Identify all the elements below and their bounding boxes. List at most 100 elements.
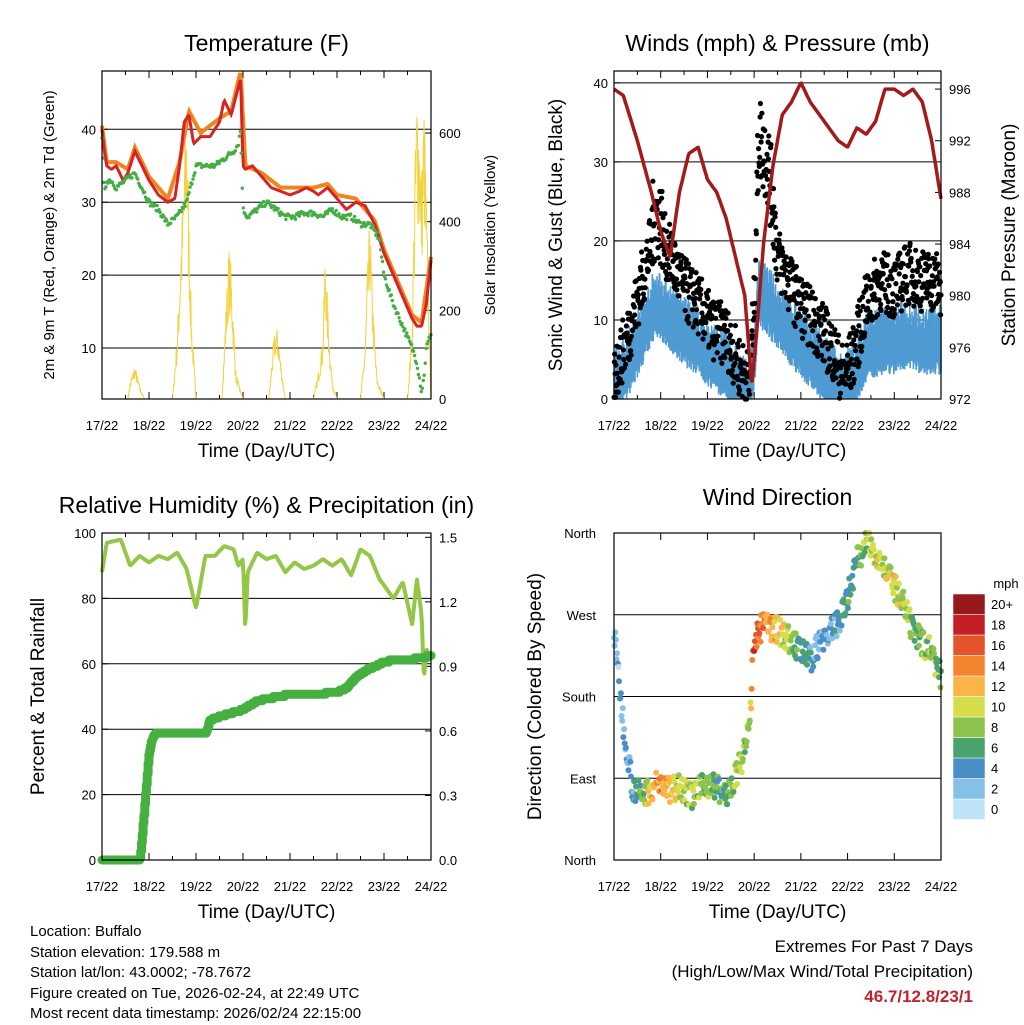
gust-point: [640, 291, 647, 297]
gust-point: [896, 271, 902, 277]
y-axis-label-right: Solar Insolation (Yellow): [482, 155, 499, 315]
gust-point: [628, 348, 634, 354]
gust-point: [703, 319, 709, 326]
legend-swatch: [952, 614, 986, 636]
gust-point: [831, 357, 838, 364]
gust-point: [851, 337, 857, 343]
direction-point: [899, 595, 906, 602]
gust-point: [647, 248, 653, 255]
dewpoint-point: [114, 188, 119, 192]
direction-point: [868, 536, 875, 543]
dewpoint-point: [349, 212, 353, 216]
direction-point: [741, 749, 748, 756]
dewpoint-point: [409, 343, 414, 347]
gust-point: [713, 315, 719, 321]
gust-point: [672, 242, 678, 248]
latlon-text: Station lat/lon: 43.0002; -78.7672: [30, 964, 252, 981]
x-tick-label: 20/22: [227, 879, 260, 894]
y-tick-label: South: [562, 690, 596, 705]
gust-point: [678, 259, 684, 265]
gust-point: [727, 347, 733, 353]
dewpoint-point: [136, 177, 140, 181]
direction-point: [844, 605, 851, 612]
gust-point: [725, 310, 731, 316]
direction-point: [702, 784, 709, 791]
gust-point: [807, 284, 813, 290]
direction-point: [870, 541, 877, 548]
gust-point: [716, 303, 723, 309]
gust-point: [824, 340, 830, 346]
gust-point: [806, 313, 812, 319]
dewpoint-point: [106, 181, 110, 185]
dewpoint-point: [325, 211, 330, 216]
gust-point: [751, 309, 757, 315]
direction-point: [690, 787, 697, 794]
chart-title: Temperature (F): [184, 30, 349, 56]
gust-point: [907, 240, 913, 246]
gust-point: [875, 312, 881, 318]
gust-point: [910, 268, 916, 274]
direction-point: [739, 756, 746, 762]
direction-point: [699, 771, 705, 778]
direction-point: [760, 625, 766, 632]
gust-point: [893, 281, 899, 287]
y-tick-label: 0: [601, 392, 608, 407]
gust-point: [859, 343, 865, 350]
gust-point: [659, 195, 665, 201]
x-tick-label: 22/22: [831, 418, 864, 433]
dewpoint-point: [158, 210, 162, 215]
x-tick-label: 24/22: [415, 879, 448, 894]
gust-point: [768, 142, 774, 148]
gust-point: [906, 248, 913, 254]
dewpoint-point: [420, 386, 424, 390]
gust-point: [847, 361, 854, 367]
direction-point: [749, 657, 756, 663]
gust-point: [689, 267, 695, 273]
direction-point: [900, 588, 907, 595]
direction-point: [743, 738, 750, 745]
x-tick-label: 23/22: [878, 879, 911, 894]
gust-point: [854, 328, 860, 334]
gust-point: [931, 283, 937, 289]
direction-point: [906, 606, 913, 613]
gust-point: [885, 299, 891, 305]
direction-point: [850, 585, 856, 592]
gust-point: [924, 295, 930, 301]
gust-point: [616, 344, 623, 350]
gust-point: [859, 294, 866, 300]
gust-point: [849, 370, 855, 377]
gust-point: [708, 306, 714, 312]
direction-point: [785, 623, 792, 630]
legend-swatch: [952, 757, 986, 779]
dewpoint-point: [405, 331, 409, 335]
gust-point: [620, 317, 626, 323]
gust-point: [785, 306, 792, 313]
dewpoint-point: [182, 202, 186, 206]
gust-point: [683, 265, 689, 271]
gust-point: [858, 348, 865, 354]
gust-point: [695, 331, 701, 337]
y-tick-label: West: [567, 608, 597, 623]
gust-point: [783, 254, 789, 260]
y-tick-label: North: [564, 853, 596, 868]
gust-point: [737, 387, 743, 393]
dewpoint-point: [252, 210, 256, 214]
gust-point: [722, 339, 728, 345]
x-tick-label: 24/22: [925, 879, 958, 894]
gust-point: [878, 307, 884, 313]
dewpoint-point: [374, 233, 378, 237]
gust-point: [817, 313, 823, 319]
created-text: Figure created on Tue, 2026-02-24, at 22…: [30, 984, 360, 1002]
dewpoint-point: [417, 376, 422, 380]
gust-point: [644, 238, 650, 244]
gust-point: [871, 256, 878, 262]
gust-point: [641, 296, 648, 302]
direction-point: [845, 598, 852, 605]
dewpoint-point: [415, 366, 420, 371]
dewpoint-point: [352, 214, 357, 219]
gust-point: [700, 336, 706, 342]
direction-point: [782, 645, 789, 652]
dewpoint-point: [155, 203, 159, 208]
direction-point: [794, 646, 800, 653]
gust-point: [616, 354, 622, 360]
